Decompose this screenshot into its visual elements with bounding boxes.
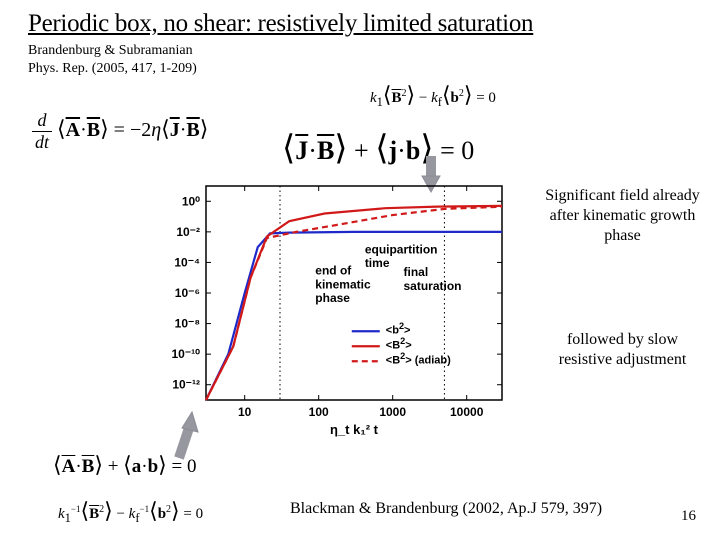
svg-text:kinematic: kinematic — [315, 277, 371, 291]
svg-text:10000: 10000 — [450, 405, 484, 419]
svg-text:η_t k₁² t: η_t k₁² t — [330, 422, 379, 437]
equation-JB-jb: ⟨J·B⟩ + ⟨j·b⟩ = 0 — [282, 128, 474, 168]
svg-text:final: final — [404, 265, 429, 279]
svg-text:10⁻¹²: 10⁻¹² — [172, 378, 200, 392]
svg-text:end of: end of — [315, 264, 352, 278]
svg-text:time: time — [365, 256, 390, 270]
page-number: 16 — [681, 508, 696, 525]
svg-text:1000: 1000 — [379, 405, 406, 419]
saturation-chart: 10⁰ 10⁻² 10⁻⁴ 10⁻⁶ 10⁻⁸ 10⁻¹⁰ 10⁻¹² 10 100 1000 10… — [154, 178, 508, 438]
citation-line: Phys. Rep. (2005, 417, 1-209) — [28, 60, 197, 78]
svg-text:10⁰: 10⁰ — [182, 194, 200, 208]
svg-text:10⁻⁴: 10⁻⁴ — [174, 255, 200, 269]
annotation-sigfield: Significant field already after kinemati… — [545, 186, 700, 246]
page-title: Periodic box, no shear: resistively limi… — [28, 10, 533, 38]
citation-line: Brandenburg & Subramanian — [28, 42, 197, 60]
svg-text:equipartition: equipartition — [365, 242, 438, 256]
equation-k1B2: k1⟨B2⟩ − kf⟨b2⟩ = 0 — [370, 82, 496, 110]
bottom-citation: Blackman & Brandenburg (2002, Ap.J 579, … — [290, 500, 602, 518]
svg-text:10⁻⁶: 10⁻⁶ — [175, 286, 200, 300]
svg-text:10⁻¹⁰: 10⁻¹⁰ — [172, 347, 201, 361]
equation-k1invB2: k1−1⟨B2⟩ − kf−1⟨b2⟩ = 0 — [58, 498, 203, 526]
annotation-resistive: followed by slow resistive adjustment — [545, 330, 700, 370]
svg-text:100: 100 — [309, 405, 329, 419]
citation: Brandenburg & Subramanian Phys. Rep. (20… — [28, 42, 197, 77]
svg-text:10: 10 — [238, 405, 252, 419]
svg-text:phase: phase — [315, 291, 350, 305]
svg-text:10⁻²: 10⁻² — [176, 225, 200, 239]
equation-dAdt: ddt ⟨A·B⟩ = −2η⟨J·B⟩ — [32, 110, 208, 153]
svg-text:10⁻⁸: 10⁻⁸ — [175, 317, 200, 331]
svg-text:saturation: saturation — [404, 279, 462, 293]
